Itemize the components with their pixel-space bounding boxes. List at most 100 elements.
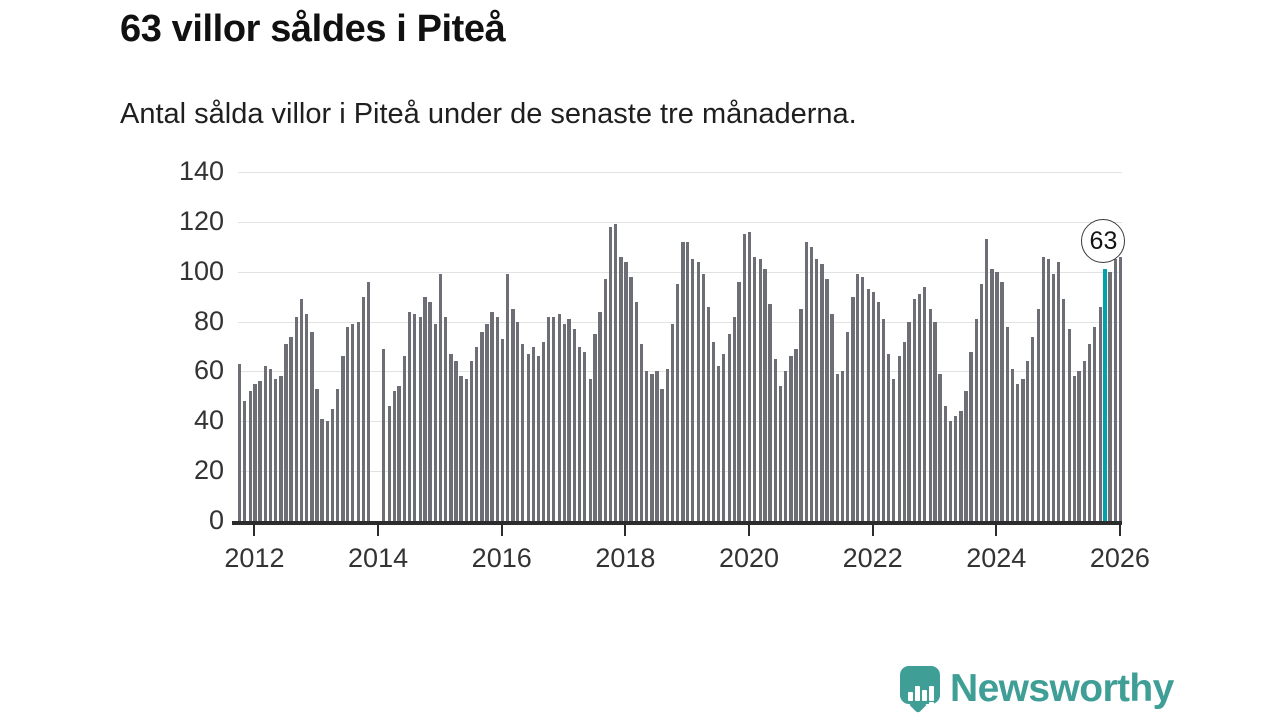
bar[interactable] xyxy=(892,378,896,521)
bar[interactable] xyxy=(459,376,463,521)
bar[interactable] xyxy=(629,276,633,521)
bar[interactable] xyxy=(675,284,679,521)
bar[interactable] xyxy=(681,241,685,521)
bar[interactable] xyxy=(758,259,762,521)
bar[interactable] xyxy=(412,314,417,521)
bar[interactable] xyxy=(443,316,448,521)
bar[interactable] xyxy=(887,353,891,521)
bar[interactable] xyxy=(706,306,710,521)
bar[interactable] xyxy=(310,331,314,521)
bar[interactable] xyxy=(361,296,365,521)
bar[interactable] xyxy=(469,361,474,521)
bar[interactable] xyxy=(511,309,515,521)
bar[interactable] xyxy=(304,314,309,521)
bar[interactable] xyxy=(933,321,937,521)
bar[interactable] xyxy=(639,344,644,521)
bar[interactable] xyxy=(737,281,741,521)
bar[interactable] xyxy=(346,326,350,521)
bar[interactable] xyxy=(913,299,917,521)
bar[interactable] xyxy=(330,408,335,521)
bar[interactable] xyxy=(1041,256,1045,521)
bar[interactable] xyxy=(918,294,922,521)
bar[interactable] xyxy=(964,391,968,521)
bar[interactable] xyxy=(1010,368,1015,521)
bar[interactable] xyxy=(882,319,886,521)
bar[interactable] xyxy=(1036,309,1040,521)
bar[interactable] xyxy=(938,373,942,521)
bar[interactable] xyxy=(1098,306,1102,521)
bar[interactable] xyxy=(253,383,257,521)
bar[interactable] xyxy=(773,358,778,521)
bar[interactable] xyxy=(984,239,989,521)
bar[interactable] xyxy=(871,291,875,521)
bar[interactable] xyxy=(650,373,654,521)
bar[interactable] xyxy=(320,418,324,521)
bar[interactable] xyxy=(845,331,849,521)
bar[interactable] xyxy=(953,416,958,521)
bar[interactable] xyxy=(783,371,788,521)
bar[interactable] xyxy=(1000,281,1004,521)
bar[interactable] xyxy=(567,319,571,521)
bar[interactable] xyxy=(789,356,793,521)
bar[interactable] xyxy=(1077,371,1081,521)
bar[interactable] xyxy=(490,311,494,521)
bar[interactable] xyxy=(722,353,726,521)
bar[interactable] xyxy=(433,324,438,521)
bar[interactable] xyxy=(948,421,953,521)
bar[interactable] xyxy=(748,231,752,521)
bar[interactable] xyxy=(670,324,675,521)
bar[interactable] xyxy=(428,301,432,521)
bar[interactable] xyxy=(315,388,319,521)
bar[interactable] xyxy=(979,284,984,521)
bar[interactable] xyxy=(1067,329,1071,521)
bar[interactable] xyxy=(1118,256,1123,521)
bar[interactable] xyxy=(969,351,973,521)
bar[interactable] xyxy=(593,334,597,521)
bar[interactable] xyxy=(1092,326,1097,521)
bar[interactable] xyxy=(1088,344,1092,521)
bar[interactable] xyxy=(562,324,566,521)
bar[interactable] xyxy=(552,316,556,521)
bar[interactable] xyxy=(521,344,525,521)
bar[interactable] xyxy=(335,388,339,521)
bar[interactable] xyxy=(691,259,695,521)
bar[interactable] xyxy=(768,304,772,521)
bar[interactable] xyxy=(598,311,602,521)
bar[interactable] xyxy=(907,321,911,521)
bar[interactable] xyxy=(299,299,304,521)
bar[interactable] xyxy=(959,411,963,521)
bar[interactable] xyxy=(397,386,401,521)
bar[interactable] xyxy=(1052,274,1056,521)
bar[interactable] xyxy=(701,274,705,521)
bar[interactable] xyxy=(1026,361,1030,521)
bar[interactable] xyxy=(743,234,747,521)
bar[interactable] xyxy=(392,391,396,521)
bar[interactable] xyxy=(356,321,360,521)
bar[interactable] xyxy=(814,259,819,521)
bar[interactable] xyxy=(943,406,948,521)
bar[interactable] xyxy=(258,381,262,521)
bar[interactable] xyxy=(387,406,391,521)
bar[interactable] xyxy=(279,376,283,521)
bar[interactable] xyxy=(454,361,458,521)
bar[interactable] xyxy=(840,371,845,521)
bar[interactable] xyxy=(480,331,484,521)
bar[interactable] xyxy=(289,336,293,521)
bar[interactable] xyxy=(449,353,453,521)
bar[interactable] xyxy=(341,356,345,521)
bar[interactable] xyxy=(644,371,649,521)
bar[interactable] xyxy=(660,388,664,521)
bar[interactable] xyxy=(423,296,427,521)
bar[interactable] xyxy=(835,373,840,521)
bar[interactable] xyxy=(294,316,299,521)
bar[interactable] xyxy=(990,269,994,521)
bar[interactable] xyxy=(438,274,443,521)
bar[interactable] xyxy=(464,378,469,521)
bar[interactable] xyxy=(366,281,370,521)
bar[interactable] xyxy=(505,274,509,521)
bar[interactable] xyxy=(582,351,587,521)
bar[interactable] xyxy=(624,261,628,521)
bar[interactable] xyxy=(902,341,906,521)
bar[interactable] xyxy=(1015,383,1019,521)
bar[interactable] xyxy=(825,279,829,521)
